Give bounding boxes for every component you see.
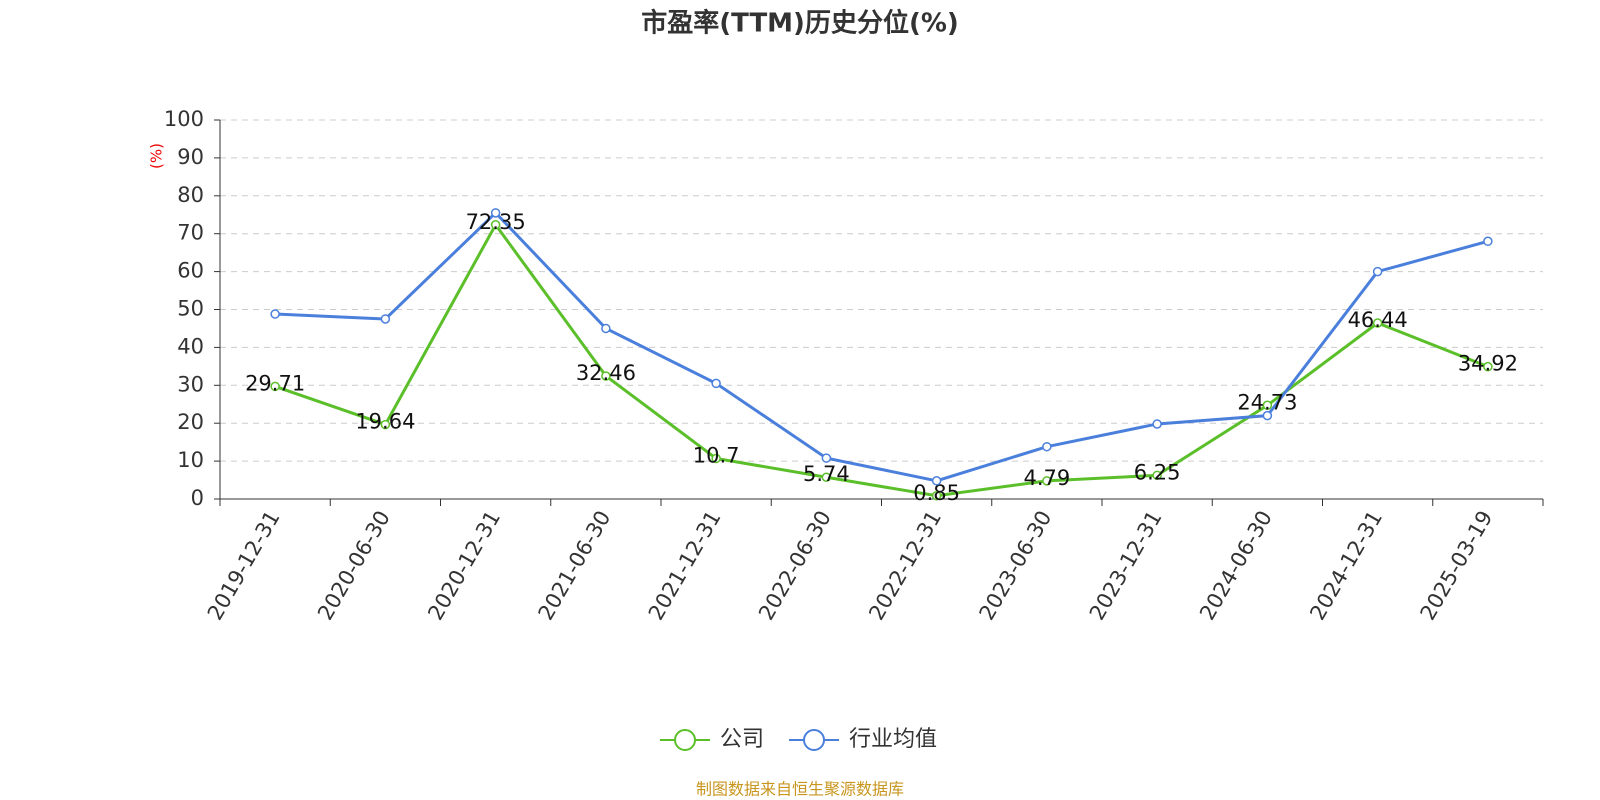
source-note: 制图数据来自恒生聚源数据库 bbox=[696, 780, 904, 799]
data-point bbox=[270, 381, 280, 392]
data-point bbox=[270, 309, 280, 319]
data-point bbox=[821, 472, 832, 482]
data-point bbox=[601, 323, 611, 334]
data-label: 29.71 bbox=[245, 371, 305, 395]
data-point bbox=[1262, 400, 1273, 411]
x-tick-label: 2020-12-31 bbox=[423, 507, 505, 625]
data-point bbox=[931, 476, 942, 486]
x-tick-label: 2019-12-31 bbox=[203, 507, 285, 625]
data-label: 6.25 bbox=[1134, 460, 1181, 484]
data-point bbox=[1042, 441, 1052, 452]
legend-marker bbox=[803, 729, 826, 751]
data-point bbox=[1483, 236, 1493, 247]
series-line bbox=[275, 210, 1489, 483]
x-tick-label: 2022-12-31 bbox=[864, 507, 946, 625]
data-point bbox=[1262, 410, 1273, 421]
legend-label: 公司 bbox=[720, 727, 764, 752]
data-point bbox=[1372, 266, 1383, 277]
data-label: 4.79 bbox=[1023, 466, 1070, 490]
y-tick-label: 50 bbox=[177, 297, 204, 321]
y-tick-label: 0 bbox=[191, 486, 204, 510]
x-tick-label: 2020-06-30 bbox=[313, 507, 395, 625]
data-label: 32.46 bbox=[576, 361, 636, 385]
data-point bbox=[380, 419, 391, 430]
data-point bbox=[1152, 419, 1162, 429]
y-tick-label: 40 bbox=[177, 334, 204, 358]
x-tick-label: 2021-12-31 bbox=[644, 507, 726, 625]
chart-title: 市盈率(TTM)历史分位(%) bbox=[641, 8, 959, 39]
data-label: 24.73 bbox=[1237, 390, 1297, 414]
y-tick-label: 90 bbox=[177, 145, 204, 169]
x-tick-label: 2025-03-19 bbox=[1416, 507, 1498, 625]
y-axis-label: (%) bbox=[148, 143, 166, 169]
data-point bbox=[821, 453, 832, 463]
data-label: 10.7 bbox=[693, 443, 740, 467]
data-label: 5.74 bbox=[803, 462, 850, 486]
data-point bbox=[380, 314, 391, 324]
data-point bbox=[1152, 470, 1162, 481]
legend-label: 行业均值 bbox=[849, 727, 937, 752]
data-point bbox=[490, 208, 501, 218]
x-tick-label: 2023-12-31 bbox=[1085, 507, 1167, 625]
data-point bbox=[1483, 361, 1493, 372]
y-tick-label: 20 bbox=[177, 410, 204, 434]
y-tick-label: 60 bbox=[177, 259, 204, 283]
y-tick-label: 30 bbox=[177, 372, 204, 396]
data-point bbox=[490, 220, 501, 230]
y-tick-label: 100 bbox=[164, 107, 204, 131]
y-tick-label: 80 bbox=[177, 183, 204, 207]
series-line bbox=[274, 222, 1489, 498]
data-point bbox=[711, 453, 721, 464]
x-tick-label: 2024-12-31 bbox=[1305, 507, 1387, 625]
x-tick-label: 2021-06-30 bbox=[534, 507, 616, 625]
data-point bbox=[1042, 476, 1052, 486]
data-point bbox=[1372, 318, 1383, 328]
data-point bbox=[931, 491, 942, 501]
data-label: 46.44 bbox=[1348, 308, 1408, 332]
x-tick-label: 2022-06-30 bbox=[754, 507, 836, 625]
legend-marker bbox=[674, 729, 696, 751]
x-tick-label: 2023-06-30 bbox=[975, 507, 1057, 625]
data-point bbox=[601, 371, 611, 381]
y-tick-label: 10 bbox=[177, 448, 204, 472]
data-label: 34.92 bbox=[1458, 352, 1518, 376]
data-label: 19.64 bbox=[355, 410, 415, 434]
y-tick-label: 70 bbox=[177, 221, 204, 245]
data-point bbox=[711, 378, 721, 389]
x-tick-label: 2024-06-30 bbox=[1195, 507, 1277, 625]
